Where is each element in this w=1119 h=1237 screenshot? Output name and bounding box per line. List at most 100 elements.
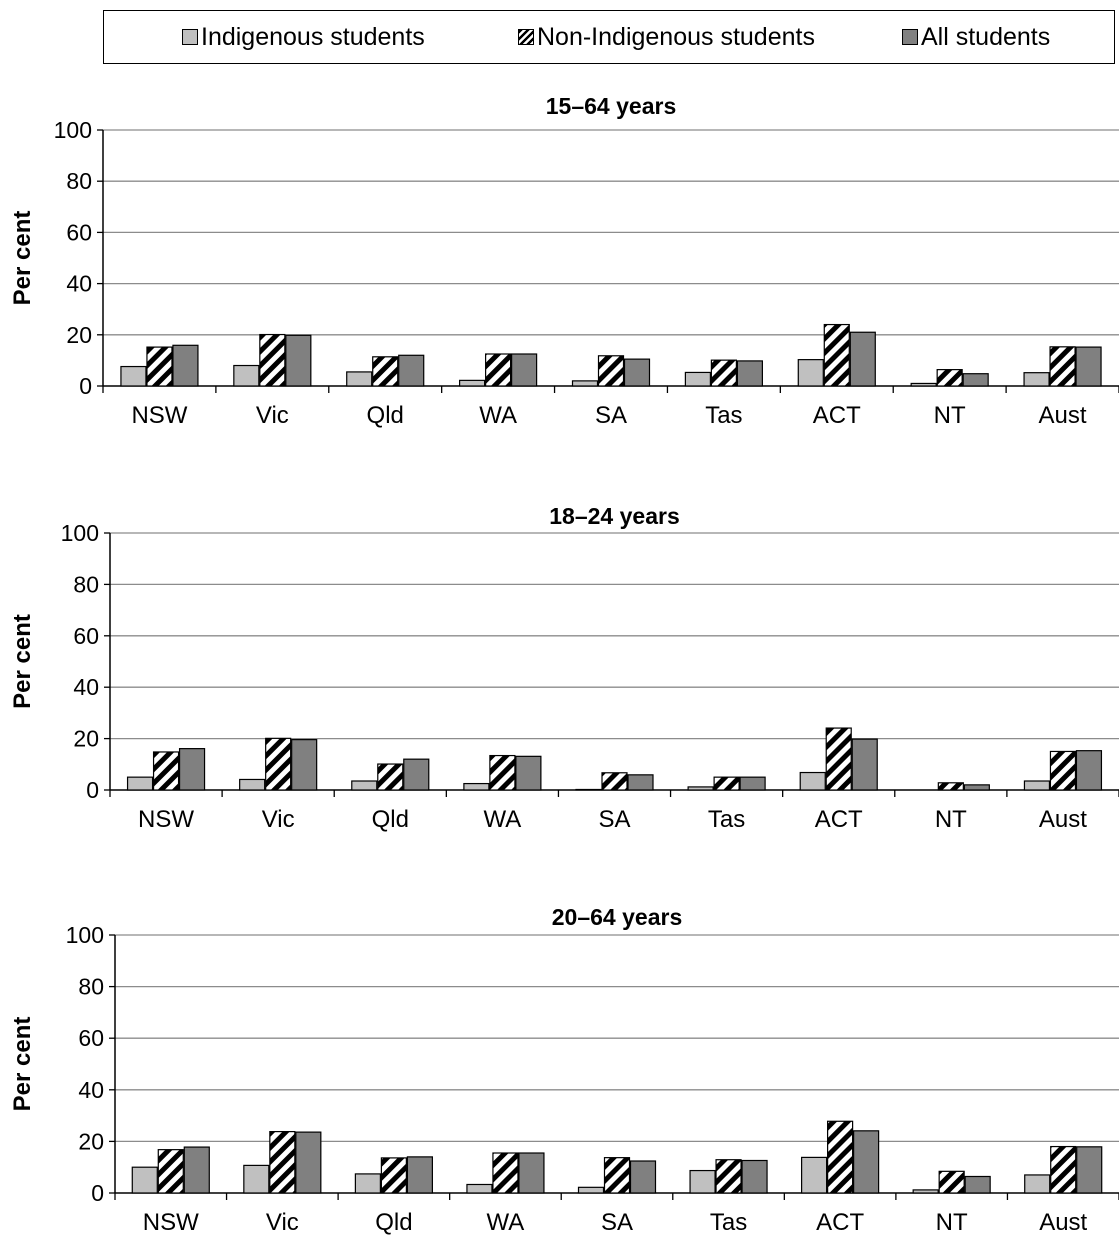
chart-2-category-label-tas: Tas bbox=[708, 806, 745, 833]
chart-2-y-tick-label-100: 100 bbox=[61, 520, 99, 546]
chart-2-bar-qld-all bbox=[403, 758, 430, 791]
chart-2-category-label-act: ACT bbox=[815, 806, 863, 833]
chart-1-bar-aust-indigenous bbox=[1023, 372, 1050, 387]
chart-1-bar-qld-indigenous bbox=[346, 371, 373, 387]
chart-3-bar-tas-non-indigenous bbox=[715, 1159, 742, 1194]
chart-3-bar-wa-all bbox=[518, 1152, 545, 1194]
chart-1-category-label-aust: Aust bbox=[1039, 402, 1087, 429]
chart-2-bar-vic-indigenous bbox=[239, 778, 266, 791]
chart-2-bar-sa-indigenous bbox=[575, 788, 602, 791]
chart-1-bar-qld-all bbox=[398, 354, 425, 387]
chart-2-bar-vic-non-indigenous bbox=[265, 737, 292, 791]
chart-3-bar-sa-non-indigenous bbox=[603, 1157, 631, 1194]
chart-3-category-label-nt: NT bbox=[936, 1209, 968, 1236]
chart-1-bar-tas-non-indigenous bbox=[710, 359, 737, 387]
chart-2-bar-sa-non-indigenous bbox=[601, 772, 628, 791]
chart-1-bar-vic-all bbox=[285, 334, 312, 387]
chart-3-category-label-act: ACT bbox=[816, 1209, 864, 1236]
chart-1-category-label-tas: Tas bbox=[705, 402, 742, 429]
chart-2-bar-nsw-indigenous bbox=[126, 776, 154, 791]
chart-1-bar-act-non-indigenous bbox=[823, 323, 850, 387]
chart-1-y-tick-label-0: 0 bbox=[79, 373, 92, 399]
legend-swatch-all bbox=[902, 29, 918, 45]
chart-1-bar-tas-indigenous bbox=[684, 371, 711, 387]
chart-2-bar-vic-all bbox=[291, 739, 318, 791]
chart-3-bar-nsw-indigenous bbox=[131, 1166, 158, 1194]
chart-2-bar-nsw-all bbox=[178, 748, 206, 791]
chart-3-bar-tas-indigenous bbox=[689, 1169, 716, 1194]
chart-3-category-label-wa: WA bbox=[487, 1209, 525, 1236]
chart-3-bar-aust-non-indigenous bbox=[1050, 1145, 1077, 1194]
chart-3-bar-sa-all bbox=[629, 1160, 657, 1194]
chart-3-bar-nsw-non-indigenous bbox=[157, 1149, 184, 1194]
chart-2-category-label-nsw: NSW bbox=[138, 806, 194, 833]
chart-2-bar-aust-all bbox=[1075, 750, 1103, 791]
chart-2-bar-tas-non-indigenous bbox=[713, 776, 740, 791]
chart-3-title: 20–64 years bbox=[552, 904, 682, 930]
chart-1-bar-sa-indigenous bbox=[571, 380, 599, 387]
chart-3-category-label-vic: Vic bbox=[266, 1209, 299, 1236]
chart-1-title: 15–64 years bbox=[546, 93, 676, 119]
chart-2-category-label-wa: WA bbox=[483, 806, 521, 833]
chart-1-category-label-sa: SA bbox=[595, 402, 627, 429]
chart-2-bar-qld-non-indigenous bbox=[377, 763, 404, 791]
chart-1-bar-nsw-non-indigenous bbox=[146, 346, 173, 387]
chart-2-bar-qld-indigenous bbox=[351, 780, 378, 791]
chart-3-bar-wa-non-indigenous bbox=[492, 1152, 519, 1194]
chart-1-bar-wa-indigenous bbox=[459, 379, 486, 387]
chart-1-y-axis-label: Per cent bbox=[9, 211, 36, 306]
chart-1-bar-nt-all bbox=[962, 373, 989, 387]
legend-item-all: All students bbox=[902, 22, 1050, 52]
chart-2-y-tick-label-80: 80 bbox=[73, 571, 99, 597]
chart-1-y-tick-label-20: 20 bbox=[66, 322, 92, 348]
chart-3-bar-vic-all bbox=[295, 1131, 322, 1194]
chart-1-bar-vic-non-indigenous bbox=[259, 333, 286, 387]
legend-item-indigenous: Indigenous students bbox=[182, 22, 425, 52]
chart-2-y-tick-label-40: 40 bbox=[73, 674, 99, 700]
chart-1-category-label-qld: Qld bbox=[367, 402, 404, 429]
chart-2-y-axis-label: Per cent bbox=[9, 614, 36, 709]
chart-2-bar-act-all bbox=[851, 738, 878, 791]
chart-3-bar-nsw-all bbox=[183, 1146, 210, 1194]
chart-2-category-label-sa: SA bbox=[598, 806, 630, 833]
chart-3-y-tick-label-20: 20 bbox=[78, 1128, 104, 1154]
legend-swatch-non-indigenous bbox=[518, 29, 534, 45]
chart-2-category-label-aust: Aust bbox=[1039, 806, 1087, 833]
chart-2-y-tick-label-60: 60 bbox=[73, 623, 99, 649]
chart-1-bar-nt-indigenous bbox=[910, 382, 937, 387]
chart-2-bar-wa-non-indigenous bbox=[489, 754, 516, 791]
chart-3-bar-vic-indigenous bbox=[243, 1164, 270, 1194]
chart-2-bar-nt-non-indigenous bbox=[937, 782, 964, 791]
chart-3-bar-nt-all bbox=[964, 1175, 991, 1194]
chart-1-y-tick-label-40: 40 bbox=[66, 271, 92, 297]
chart-2-title: 18–24 years bbox=[549, 503, 679, 529]
chart-1-bar-nsw-indigenous bbox=[120, 365, 147, 387]
chart-3-bar-sa-indigenous bbox=[577, 1186, 605, 1194]
chart-3-bar-act-indigenous bbox=[801, 1156, 828, 1194]
chart-3-y-axis-label: Per cent bbox=[9, 1017, 36, 1112]
chart-3-bar-wa-indigenous bbox=[466, 1183, 493, 1194]
legend-label-non-indigenous: Non-Indigenous students bbox=[537, 22, 815, 51]
chart-2-bar-nt-all bbox=[963, 784, 990, 791]
legend-item-non-indigenous: Non-Indigenous students bbox=[518, 22, 815, 52]
chart-3-category-label-qld: Qld bbox=[375, 1209, 412, 1236]
chart-3-y-tick-label-0: 0 bbox=[91, 1180, 104, 1206]
chart-2-category-label-vic: Vic bbox=[262, 806, 295, 833]
chart-1-bar-qld-non-indigenous bbox=[372, 356, 399, 387]
chart-3-bar-act-all bbox=[853, 1130, 880, 1194]
chart-1-bar-wa-non-indigenous bbox=[485, 353, 512, 387]
chart-3-y-tick-label-100: 100 bbox=[66, 922, 104, 948]
chart-1-category-label-vic: Vic bbox=[256, 402, 289, 429]
chart-1-bar-aust-all bbox=[1075, 346, 1102, 387]
chart-1-category-label-act: ACT bbox=[813, 402, 861, 429]
chart-1-category-label-nsw: NSW bbox=[131, 402, 187, 429]
chart-1-bar-nsw-all bbox=[172, 344, 199, 387]
chart-1-bar-act-all bbox=[849, 331, 876, 387]
chart-1-y-tick-label-80: 80 bbox=[66, 168, 92, 194]
chart-3-y-tick-label-40: 40 bbox=[78, 1077, 104, 1103]
chart-1-y-tick-label-100: 100 bbox=[54, 117, 92, 143]
legend-label-indigenous: Indigenous students bbox=[201, 22, 425, 51]
chart-1-y-tick-label-60: 60 bbox=[66, 219, 92, 245]
chart-1-category-label-nt: NT bbox=[934, 402, 966, 429]
legend-swatch-indigenous bbox=[182, 29, 198, 45]
